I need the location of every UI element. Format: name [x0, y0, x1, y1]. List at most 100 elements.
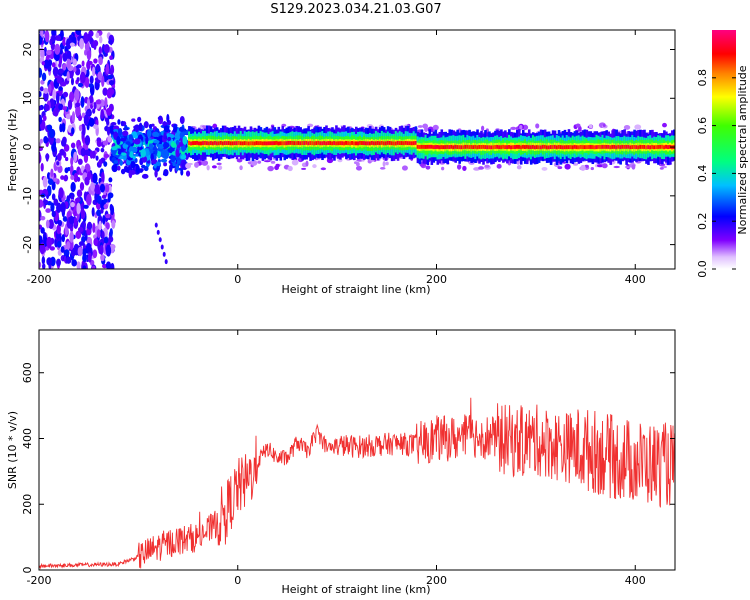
heatmap-cell [418, 145, 422, 149]
heatmap-cell [131, 118, 136, 122]
heatmap-cell [567, 145, 571, 150]
heatmap-cell [525, 144, 529, 149]
heatmap-cell [285, 141, 289, 146]
heatmap-cell [494, 145, 497, 149]
heatmap-cell [539, 145, 543, 150]
heatmap-cell [601, 144, 605, 149]
heatmap-cell [141, 173, 149, 179]
heatmap-cell [291, 159, 299, 166]
heatmap-cell [420, 144, 424, 149]
x-tick-label: 400 [625, 574, 646, 587]
heatmap-cell [408, 141, 412, 146]
heatmap-cell [372, 141, 376, 146]
heatmap-cell [207, 141, 211, 146]
heatmap-cell [480, 145, 483, 149]
heatmap-cell [237, 140, 241, 145]
heatmap-cell [637, 145, 640, 150]
heatmap-cell [247, 141, 251, 146]
heatmap-cell [105, 213, 111, 219]
heatmap-cell [263, 160, 271, 163]
heatmap-cell [456, 164, 462, 170]
heatmap-cell [301, 167, 307, 170]
heatmap-cell [96, 209, 102, 217]
heatmap-cell [206, 164, 210, 171]
heatmap-cell [168, 164, 173, 172]
heatmap-cell [60, 138, 67, 147]
heatmap-cell [65, 156, 69, 162]
heatmap-cell [227, 141, 231, 145]
heatmap-cell [299, 141, 302, 146]
heatmap-cell [64, 167, 69, 174]
heatmap-cell [51, 30, 57, 37]
heatmap-cell [163, 168, 169, 177]
heatmap-cell [55, 92, 60, 104]
heatmap-cell [589, 125, 593, 129]
heatmap-cell [327, 141, 330, 146]
heatmap-cell [472, 145, 475, 150]
heatmap-cell [40, 162, 44, 172]
heatmap-cell [512, 145, 515, 150]
heatmap-cell [516, 144, 519, 149]
heatmap-cell [410, 141, 414, 146]
heatmap-cell [55, 35, 62, 41]
heatmap-cell [155, 161, 161, 167]
x-tick-label: 400 [625, 273, 646, 286]
heatmap-cell [107, 74, 114, 80]
heatmap-cell [577, 145, 581, 150]
heatmap-cell [596, 164, 604, 168]
heatmap-cell [102, 263, 108, 269]
heatmap-cell [100, 147, 105, 153]
heatmap-cell [128, 146, 135, 155]
heatmap-cell [313, 141, 316, 146]
heatmap-cell [182, 135, 188, 145]
heatmap-cell [201, 160, 209, 166]
heatmap-cell [82, 253, 87, 263]
heatmap-cell [390, 141, 394, 146]
heatmap-cell [645, 145, 648, 150]
y-tick-label: 400 [21, 428, 34, 449]
heatmap-cell [557, 144, 561, 149]
heatmap-cell [597, 144, 601, 149]
heatmap-cell [653, 145, 656, 150]
heatmap-cell [239, 165, 243, 171]
heatmap-cell [92, 222, 96, 234]
heatmap-cell [58, 86, 63, 91]
top-x-axis-label: Height of straight line (km) [281, 283, 430, 296]
heatmap-cell [287, 140, 291, 145]
heatmap-cell [370, 141, 374, 145]
bottom-x-axis-label: Height of straight line (km) [281, 583, 430, 596]
heatmap-cell [178, 167, 184, 171]
heatmap-cell [96, 140, 102, 148]
heatmap-cell [627, 144, 630, 149]
heatmap-cell [62, 91, 69, 98]
heatmap-cell [293, 141, 296, 146]
heatmap-cell [609, 145, 612, 150]
heatmap-cell [382, 161, 386, 167]
heatmap-cell [436, 144, 440, 149]
heatmap-cell [40, 215, 46, 221]
heatmap-cell [44, 104, 50, 112]
heatmap-cell [116, 135, 121, 145]
heatmap-cell [39, 91, 42, 98]
heatmap-cell [504, 145, 507, 150]
heatmap-cell [474, 144, 477, 149]
heatmap-cell [47, 83, 52, 94]
heatmap-cell [49, 246, 55, 251]
heatmap-cell [205, 141, 209, 146]
heatmap-cell [333, 141, 336, 145]
heatmap-cell [145, 135, 149, 145]
heatmap-cell [440, 145, 444, 149]
heatmap-cell [178, 126, 185, 132]
heatmap-cell [283, 141, 287, 146]
heatmap-cell [73, 66, 77, 73]
heatmap-cell [106, 107, 112, 116]
heatmap-cell [109, 55, 113, 61]
heatmap-cell [88, 117, 95, 127]
heatmap-cell [39, 114, 43, 125]
heatmap-cell [478, 166, 484, 170]
heatmap-cell [275, 163, 280, 168]
heatmap-cell [71, 111, 76, 123]
heatmap-cell [424, 145, 428, 149]
heatmap-cell [156, 177, 162, 181]
heatmap-cell [91, 265, 96, 269]
